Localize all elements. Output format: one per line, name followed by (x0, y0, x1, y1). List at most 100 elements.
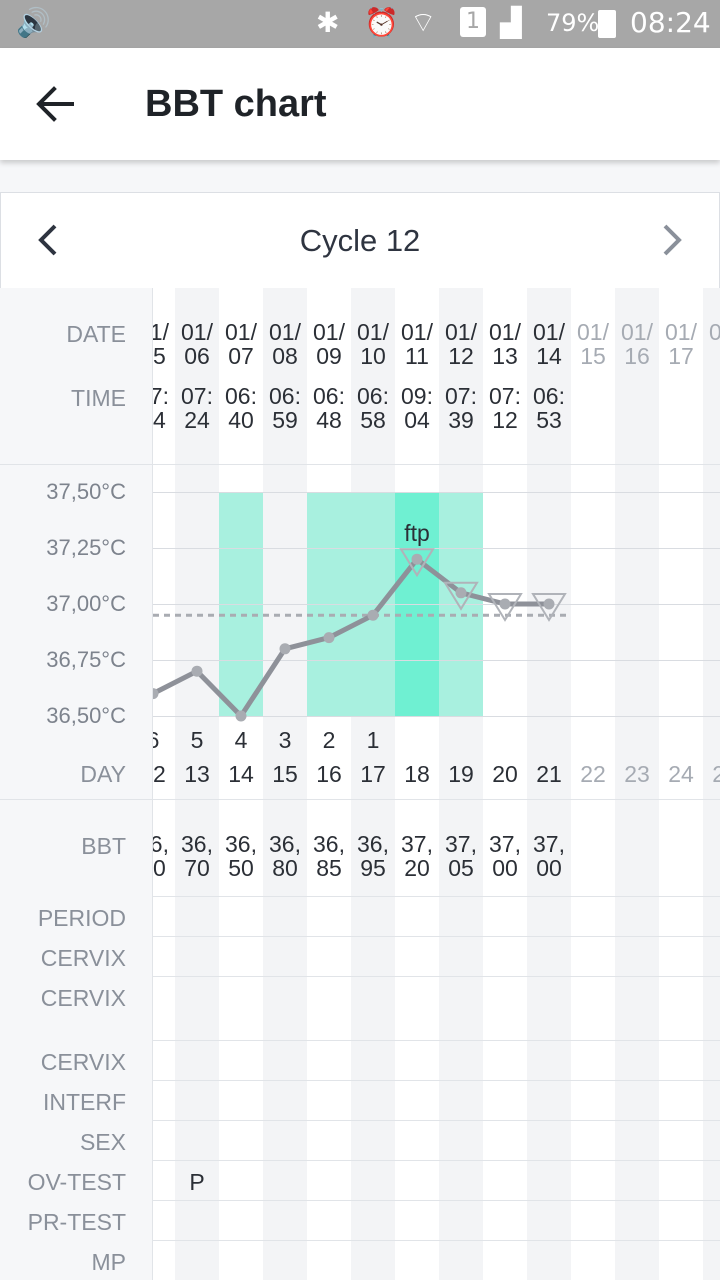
day-column[interactable] (175, 288, 219, 1280)
day-count-cell: 4 (234, 727, 248, 753)
bbt-cell: 37, 00 (533, 831, 565, 881)
app-bar: BBT chart (0, 48, 720, 160)
table-row-line (153, 1240, 720, 1241)
date-row-label: DATE (66, 321, 126, 347)
date-cell: 01/ 11 (401, 319, 433, 369)
time-cell: 09: 04 (401, 383, 433, 433)
day-row-label: DAY (80, 761, 126, 787)
time-cell: 06: 48 (313, 383, 345, 433)
day-column[interactable] (219, 288, 263, 1280)
day-column[interactable] (659, 288, 703, 1280)
cervix-row-label: CERVIX (40, 1049, 126, 1075)
temperature-point (499, 598, 511, 610)
day-count-cell: 1 (366, 727, 380, 753)
y-axis-label: 37,00°C (46, 591, 126, 616)
y-axis-label: 37,25°C (46, 535, 126, 560)
previous-cycle-button[interactable] (29, 215, 69, 265)
clock-time: 08:24 (630, 6, 711, 39)
date-cell: 01/ 14 (533, 319, 565, 369)
ov-test-cell: P (189, 1169, 205, 1195)
day-column[interactable] (571, 288, 615, 1280)
temperature-point (153, 688, 159, 700)
temperature-line (153, 556, 549, 719)
cycle-day-cell: 12 (153, 761, 166, 787)
date-cell: 01/ 10 (357, 319, 389, 369)
divider (153, 464, 720, 465)
date-cell: 01/ 12 (445, 319, 477, 369)
chevron-left-icon (38, 224, 57, 256)
date-cell: 01/ 13 (489, 319, 521, 369)
time-cell: 07: 39 (445, 383, 477, 433)
signal-icon: ▟ (500, 6, 522, 39)
next-cycle-button[interactable] (651, 215, 691, 265)
day-column[interactable] (615, 288, 659, 1280)
alarm-icon: ⏰ (364, 6, 399, 39)
annotation-label: ftp (404, 520, 430, 546)
divider (153, 799, 720, 800)
day-count-cell: 5 (190, 727, 204, 753)
temperature-shift-marker (531, 593, 567, 622)
time-cell: 07: 14 (153, 383, 169, 433)
bbt-cell: 37, 20 (401, 831, 433, 881)
day-column[interactable] (153, 288, 175, 1280)
bbt-cell: 37, 05 (445, 831, 477, 881)
interference-row-label: INTERF (42, 1089, 126, 1115)
date-cell: 01/ 17 (665, 319, 697, 369)
cycle-day-cell: 19 (448, 761, 474, 787)
y-axis-label: 36,75°C (46, 647, 126, 672)
temperature-point (455, 587, 467, 599)
period-row-label: PERIOD (37, 905, 126, 931)
day-column[interactable] (307, 288, 351, 1280)
temperature-point (367, 609, 379, 621)
temperature-point (323, 632, 335, 644)
bbt-cell: 36, 95 (357, 831, 389, 881)
day-column[interactable] (351, 288, 395, 1280)
bbt-row-label: BBT (81, 833, 126, 859)
y-axis-label: 37,50°C (46, 479, 126, 504)
day-count-cell: 3 (278, 727, 292, 753)
y-axis-label: 36,50°C (46, 703, 126, 728)
bbt-line-chart: ftp (153, 520, 567, 722)
cycle-day-cell: 22 (580, 761, 606, 787)
back-button[interactable] (24, 78, 80, 130)
temperature-point (191, 665, 203, 677)
date-cell: 01/ 07 (225, 319, 257, 369)
day-column[interactable] (527, 288, 571, 1280)
spacer (0, 160, 720, 192)
bbt-cell: 36, 80 (269, 831, 301, 881)
cycle-day-cell: 17 (360, 761, 386, 787)
day-count-cell: 2 (322, 727, 336, 753)
volume-icon: 🔊 (16, 6, 51, 39)
bbt-cell: 36, 70 (181, 831, 213, 881)
day-column[interactable] (483, 288, 527, 1280)
table-row-line (153, 1120, 720, 1121)
arrow-left-icon (36, 86, 74, 122)
day-column[interactable] (703, 288, 720, 1280)
chart-gridline (153, 604, 720, 605)
cycle-day-cell: 21 (536, 761, 562, 787)
bbt-cell: 36, 50 (153, 831, 169, 881)
table-row-line (153, 1040, 720, 1041)
page-title: BBT chart (145, 83, 327, 125)
time-cell: 06: 53 (533, 383, 565, 433)
ov-test-row-label: OV-TEST (27, 1169, 126, 1195)
cycle-day-cell: 24 (668, 761, 694, 787)
chart-gridline (153, 716, 720, 717)
temperature-shift-marker (487, 593, 523, 622)
cycle-day-cell: 14 (228, 761, 254, 787)
date-cell: 01/ 08 (269, 319, 301, 369)
chart-gridline (153, 660, 720, 661)
divider (0, 799, 152, 800)
day-column[interactable] (395, 288, 439, 1280)
pr-test-row-label: PR-TEST (27, 1209, 126, 1235)
time-row-label: TIME (71, 385, 126, 411)
temperature-point (279, 643, 291, 655)
day-column[interactable] (439, 288, 483, 1280)
chart-gridline (153, 492, 720, 493)
day-column[interactable] (263, 288, 307, 1280)
cycle-day-cell: 20 (492, 761, 518, 787)
battery-icon (598, 10, 616, 38)
mp-row-label: MP (91, 1249, 127, 1275)
date-cell: 01/ 05 (153, 319, 169, 369)
